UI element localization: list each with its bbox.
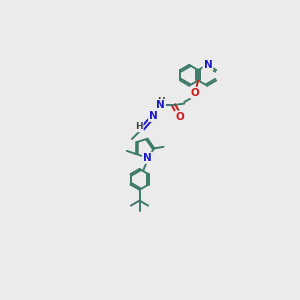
Text: O: O <box>191 88 200 98</box>
Text: N: N <box>204 60 212 70</box>
Text: N: N <box>143 153 152 163</box>
Text: H: H <box>135 122 143 131</box>
Text: N: N <box>149 111 158 121</box>
Text: N: N <box>156 100 165 110</box>
Text: H: H <box>158 97 165 106</box>
Text: O: O <box>175 112 184 122</box>
